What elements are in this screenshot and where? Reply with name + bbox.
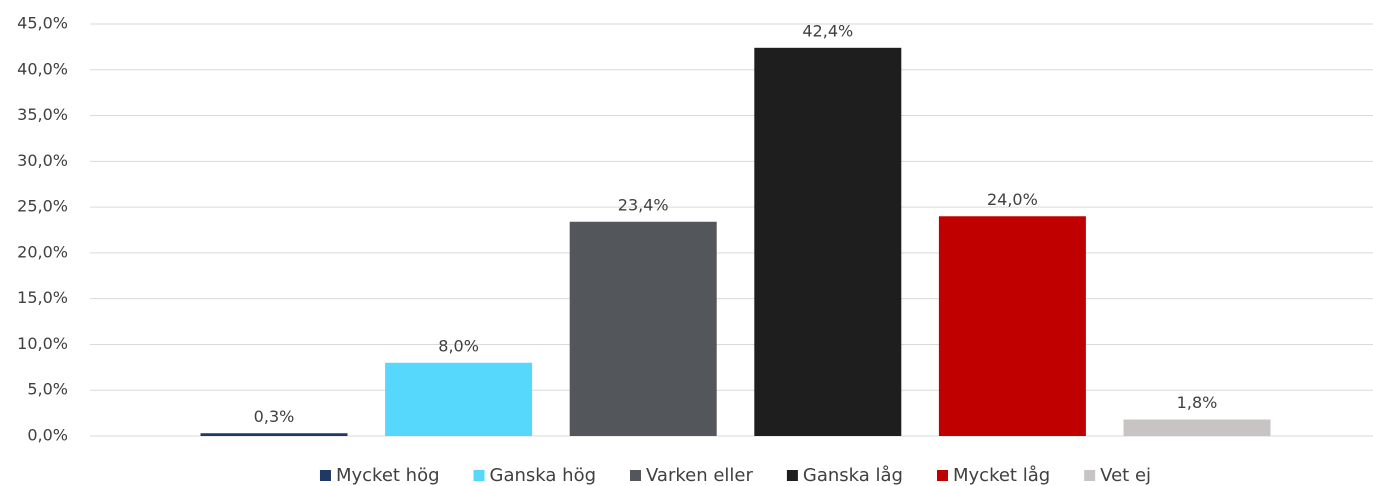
y-tick-label: 35,0% xyxy=(17,105,68,124)
legend-label: Ganska hög xyxy=(490,465,596,486)
value-label: 24,0% xyxy=(987,190,1038,209)
y-tick-label: 40,0% xyxy=(17,59,68,78)
y-tick-label: 30,0% xyxy=(17,151,68,170)
legend-swatch xyxy=(473,470,485,481)
bar xyxy=(938,216,1086,436)
y-tick-label: 25,0% xyxy=(17,197,68,216)
legend-swatch xyxy=(630,470,642,481)
bar xyxy=(754,47,902,436)
value-label: 8,0% xyxy=(438,336,479,355)
legend-label: Ganska låg xyxy=(803,465,903,486)
value-label: 1,8% xyxy=(1177,393,1218,412)
y-tick-label: 5,0% xyxy=(27,380,68,399)
bar xyxy=(200,433,348,436)
y-tick-label: 45,0% xyxy=(17,14,68,33)
y-tick-label: 0,0% xyxy=(27,426,68,445)
value-label: 42,4% xyxy=(802,21,853,40)
y-tick-label: 10,0% xyxy=(17,334,68,353)
bar xyxy=(385,362,533,436)
bar xyxy=(1123,419,1271,436)
legend-swatch xyxy=(937,470,948,481)
value-label: 23,4% xyxy=(618,195,669,214)
y-tick-label: 20,0% xyxy=(17,242,68,261)
legend-swatch xyxy=(1084,470,1096,481)
legend-swatch xyxy=(319,470,331,481)
legend-label: Vet ej xyxy=(1100,465,1151,486)
bar xyxy=(569,221,717,436)
legend-label: Varken eller xyxy=(646,465,753,486)
y-tick-label: 15,0% xyxy=(17,288,68,307)
value-label: 0,3% xyxy=(254,407,295,426)
legend-swatch xyxy=(786,470,798,481)
legend-label: Mycket låg xyxy=(953,465,1050,486)
legend-label: Mycket hög xyxy=(336,465,440,486)
